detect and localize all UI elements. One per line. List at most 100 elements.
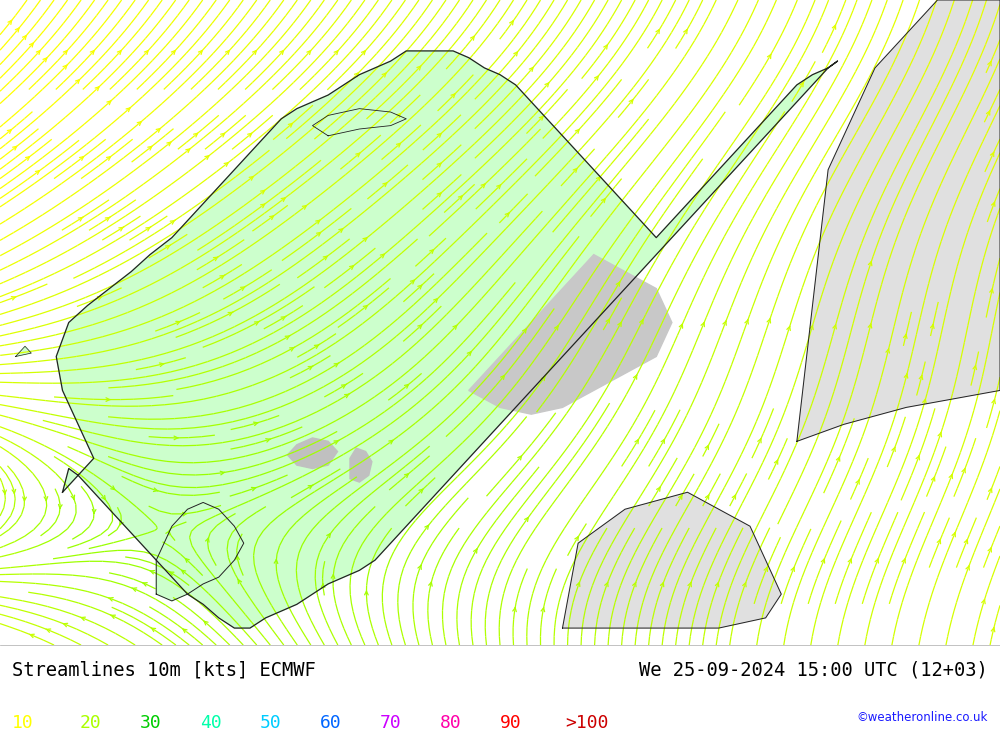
Text: 30: 30 [140, 714, 162, 732]
FancyArrowPatch shape [166, 531, 169, 535]
FancyArrowPatch shape [787, 326, 790, 331]
FancyArrowPatch shape [576, 582, 580, 586]
Text: 90: 90 [500, 714, 522, 732]
FancyArrowPatch shape [810, 325, 813, 330]
FancyArrowPatch shape [59, 504, 62, 509]
FancyArrowPatch shape [183, 629, 187, 633]
FancyArrowPatch shape [334, 51, 338, 55]
FancyArrowPatch shape [194, 133, 198, 137]
FancyArrowPatch shape [541, 608, 545, 612]
FancyArrowPatch shape [362, 51, 365, 55]
FancyArrowPatch shape [182, 570, 186, 574]
FancyArrowPatch shape [405, 385, 408, 388]
FancyArrowPatch shape [350, 266, 353, 270]
FancyArrowPatch shape [596, 177, 600, 181]
FancyArrowPatch shape [71, 495, 75, 499]
FancyArrowPatch shape [764, 567, 767, 572]
FancyArrowPatch shape [684, 29, 687, 34]
FancyArrowPatch shape [573, 169, 577, 172]
FancyArrowPatch shape [601, 199, 605, 202]
FancyArrowPatch shape [365, 591, 368, 595]
FancyArrowPatch shape [102, 496, 105, 499]
FancyArrowPatch shape [952, 533, 955, 537]
FancyArrowPatch shape [153, 488, 158, 492]
FancyArrowPatch shape [931, 324, 934, 328]
FancyArrowPatch shape [635, 440, 638, 443]
FancyArrowPatch shape [418, 565, 421, 570]
FancyArrowPatch shape [26, 157, 29, 161]
FancyArrowPatch shape [8, 21, 12, 24]
Polygon shape [312, 108, 406, 136]
FancyArrowPatch shape [308, 485, 313, 489]
FancyArrowPatch shape [107, 101, 111, 105]
FancyArrowPatch shape [529, 67, 533, 71]
FancyArrowPatch shape [30, 43, 33, 47]
FancyArrowPatch shape [541, 377, 545, 380]
FancyArrowPatch shape [451, 94, 455, 97]
FancyArrowPatch shape [183, 512, 187, 516]
FancyArrowPatch shape [238, 580, 242, 583]
Polygon shape [469, 254, 672, 414]
FancyArrowPatch shape [380, 254, 384, 258]
FancyArrowPatch shape [539, 117, 543, 120]
FancyArrowPatch shape [224, 163, 228, 166]
FancyArrowPatch shape [902, 559, 905, 563]
Polygon shape [16, 346, 31, 356]
Polygon shape [797, 0, 1000, 441]
FancyArrowPatch shape [471, 36, 474, 40]
FancyArrowPatch shape [715, 583, 719, 587]
FancyArrowPatch shape [174, 436, 178, 440]
FancyArrowPatch shape [206, 538, 209, 542]
FancyArrowPatch shape [505, 213, 509, 217]
FancyArrowPatch shape [63, 65, 67, 69]
FancyArrowPatch shape [382, 73, 386, 77]
FancyArrowPatch shape [397, 114, 401, 117]
FancyArrowPatch shape [204, 622, 208, 625]
FancyArrowPatch shape [78, 217, 83, 221]
FancyArrowPatch shape [791, 567, 794, 572]
FancyArrowPatch shape [467, 352, 471, 356]
FancyArrowPatch shape [949, 474, 952, 479]
FancyArrowPatch shape [105, 217, 110, 221]
Text: 80: 80 [440, 714, 462, 732]
FancyArrowPatch shape [220, 471, 225, 475]
Text: 20: 20 [80, 714, 102, 732]
FancyArrowPatch shape [988, 548, 991, 552]
FancyArrowPatch shape [991, 627, 995, 632]
FancyArrowPatch shape [261, 191, 265, 194]
Polygon shape [562, 493, 781, 628]
FancyArrowPatch shape [919, 375, 923, 380]
FancyArrowPatch shape [169, 572, 174, 575]
FancyArrowPatch shape [290, 347, 295, 351]
Text: 40: 40 [200, 714, 222, 732]
FancyArrowPatch shape [228, 312, 233, 316]
FancyArrowPatch shape [119, 226, 124, 231]
FancyArrowPatch shape [410, 280, 414, 284]
FancyArrowPatch shape [404, 474, 408, 477]
Text: 50: 50 [260, 714, 282, 732]
FancyArrowPatch shape [29, 634, 34, 638]
FancyArrowPatch shape [327, 534, 330, 537]
FancyArrowPatch shape [916, 456, 920, 460]
FancyArrowPatch shape [931, 477, 935, 481]
FancyArrowPatch shape [437, 193, 441, 196]
FancyArrowPatch shape [80, 157, 84, 161]
FancyArrowPatch shape [836, 457, 840, 461]
FancyArrowPatch shape [248, 133, 252, 137]
FancyArrowPatch shape [497, 185, 501, 189]
FancyArrowPatch shape [892, 447, 895, 452]
FancyArrowPatch shape [23, 36, 26, 40]
FancyArrowPatch shape [425, 526, 429, 529]
Polygon shape [288, 438, 338, 468]
FancyArrowPatch shape [261, 204, 265, 207]
FancyArrowPatch shape [314, 345, 320, 348]
FancyArrowPatch shape [875, 559, 878, 563]
FancyArrowPatch shape [63, 623, 68, 627]
Polygon shape [156, 502, 244, 601]
FancyArrowPatch shape [146, 226, 151, 231]
FancyArrowPatch shape [679, 324, 683, 328]
FancyArrowPatch shape [126, 108, 130, 111]
FancyArrowPatch shape [745, 320, 748, 324]
FancyArrowPatch shape [657, 487, 660, 491]
FancyArrowPatch shape [743, 583, 746, 587]
